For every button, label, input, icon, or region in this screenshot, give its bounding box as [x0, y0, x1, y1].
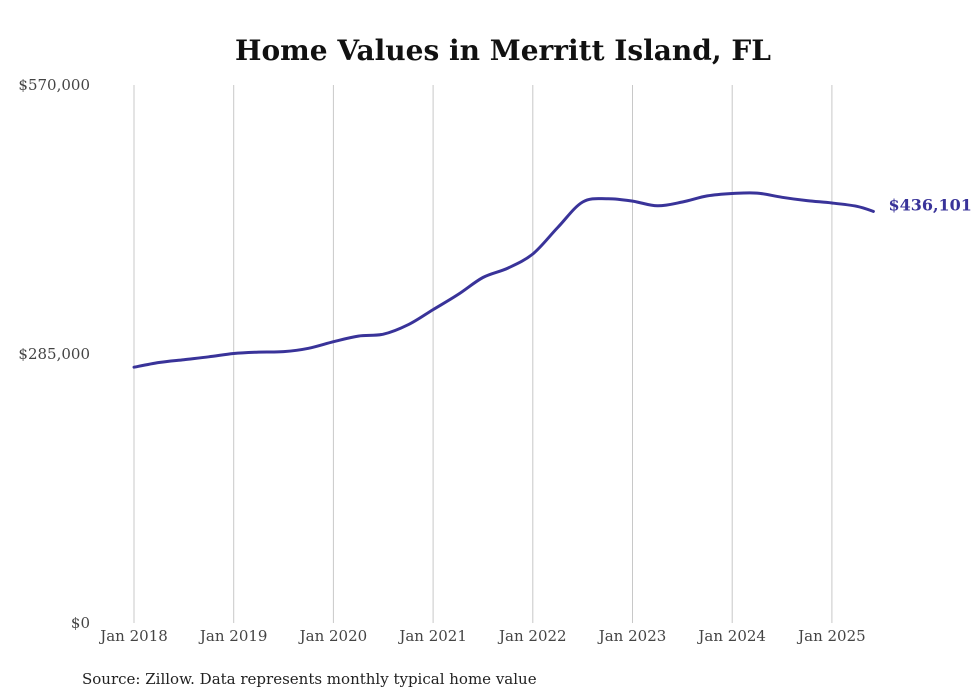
y-tick-label: $570,000 — [18, 76, 90, 94]
x-tick-label: Jan 2024 — [696, 627, 766, 645]
x-tick-label: Jan 2023 — [597, 627, 667, 645]
y-tick-label: $285,000 — [18, 345, 90, 363]
x-tick-label: Jan 2025 — [796, 627, 866, 645]
x-axis-ticks: Jan 2018 Jan 2019 Jan 2020 Jan 2021 Jan 2022… — [98, 627, 865, 645]
chart-title: Home Values in Merritt Island, FL — [235, 34, 771, 67]
x-tick-label: Jan 2020 — [298, 627, 368, 645]
source-note: Source: Zillow. Data represents monthly … — [82, 670, 537, 688]
gridlines — [133, 85, 833, 623]
x-tick-label: Jan 2022 — [497, 627, 567, 645]
x-tick-label: Jan 2018 — [98, 627, 168, 645]
end-value-label: $436,101 — [888, 195, 972, 214]
y-tick-label: $0 — [71, 614, 90, 632]
x-tick-label: Jan 2021 — [397, 627, 467, 645]
series-line-home-value — [132, 191, 875, 369]
x-tick-label: Jan 2019 — [198, 627, 268, 645]
y-axis-ticks: $0 $285,000 $570,000 — [18, 76, 90, 632]
